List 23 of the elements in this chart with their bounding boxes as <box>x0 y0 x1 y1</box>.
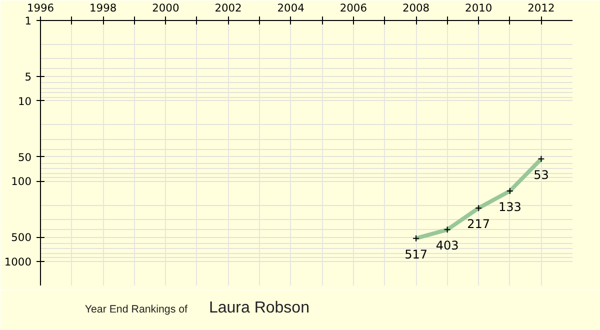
x-tick-label: 1998 <box>90 2 117 14</box>
data-label: 403 <box>436 238 459 253</box>
y-tick-label: 10 <box>18 94 32 108</box>
x-tick-label: 2008 <box>402 2 430 14</box>
x-tick-label: 2012 <box>528 2 555 14</box>
text: Year End Rankings of <box>84 304 188 316</box>
y-tick-label: 5 <box>24 70 32 84</box>
y-tick-label: 50 <box>18 150 32 164</box>
data-label: 517 <box>404 247 428 262</box>
y-tick-label: 100 <box>11 175 32 188</box>
data-label: 217 <box>467 217 490 232</box>
y-tick-label: 500 <box>11 231 32 244</box>
x-tick-label: 1996 <box>26 2 54 14</box>
x-tick-label: 2000 <box>152 2 180 14</box>
x-tick-label: 2010 <box>465 2 492 14</box>
y-tick-label: 1 <box>24 14 32 28</box>
y-tick-label: 1000 <box>4 255 32 268</box>
x-tick-label: 2006 <box>340 2 368 14</box>
x-tick-label: 2004 <box>277 2 305 14</box>
data-label: 53 <box>534 168 549 182</box>
text: Laura Robson <box>208 300 310 316</box>
data-label: 133 <box>498 200 522 214</box>
x-tick-label: 2002 <box>214 2 242 14</box>
